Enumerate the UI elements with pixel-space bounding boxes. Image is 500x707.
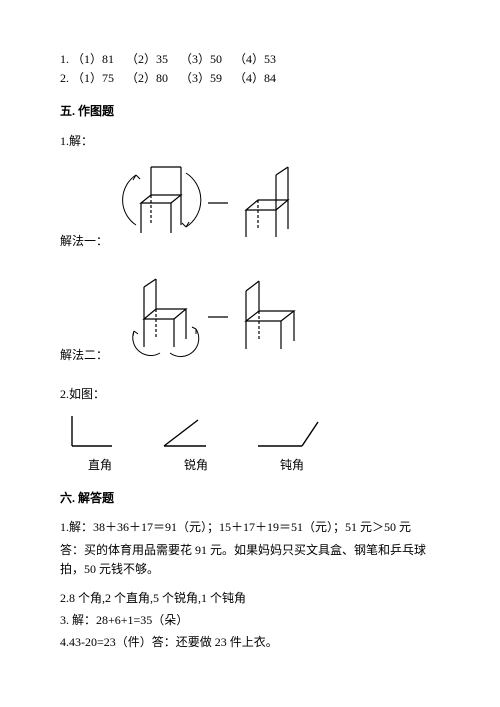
answer-row-1: 1. （1）81 （2）35 （3）50 （4）53: [60, 50, 440, 69]
ans-2: 2.8 个角,2 个直角,5 个锐角,1 个钝角: [60, 589, 440, 608]
method-2-label: 解法二：: [60, 346, 108, 369]
q1-label: 1.解：: [60, 132, 440, 151]
ans-1-line2: 答：买的体育用品需要花 91 元。如果妈妈只买文具盒、钢笔和乒乓球拍，50 元钱…: [60, 541, 440, 579]
method-1: 解法一：: [60, 151, 440, 255]
answer-block: 1.解：38＋36＋17＝91（元）；15＋17＋19＝51（元）；51 元＞5…: [60, 518, 440, 652]
method-1-figure: [116, 155, 316, 245]
ans-3: 3. 解：28+6+1=35（朵）: [60, 611, 440, 630]
angle-obtuse: 钝角: [252, 412, 332, 475]
section-5-title: 五. 作图题: [60, 102, 440, 121]
answer-row-2: 2. （1）75 （2）80 （3）59 （4）84: [60, 69, 440, 88]
angle-obtuse-label: 钝角: [252, 456, 332, 475]
angle-row: 直角 锐角 钝角: [60, 412, 440, 475]
ans-4: 4.43-20=23（件）答：还要做 23 件上衣。: [60, 633, 440, 652]
answers-top: 1. （1）81 （2）35 （3）50 （4）53 2. （1）75 （2）8…: [60, 50, 440, 88]
q2-label: 2.如图：: [60, 385, 440, 404]
angle-right: 直角: [60, 412, 140, 475]
angle-acute-label: 锐角: [156, 456, 236, 475]
angle-acute: 锐角: [156, 412, 236, 475]
angle-right-label: 直角: [60, 456, 140, 475]
ans-1-line1: 1.解：38＋36＋17＝91（元）；15＋17＋19＝51（元）；51 元＞5…: [60, 518, 440, 537]
method-1-label: 解法一：: [60, 232, 108, 255]
method-2: 解法二：: [60, 265, 440, 369]
method-2-figure: [116, 269, 316, 359]
section-6-title: 六. 解答题: [60, 489, 440, 508]
